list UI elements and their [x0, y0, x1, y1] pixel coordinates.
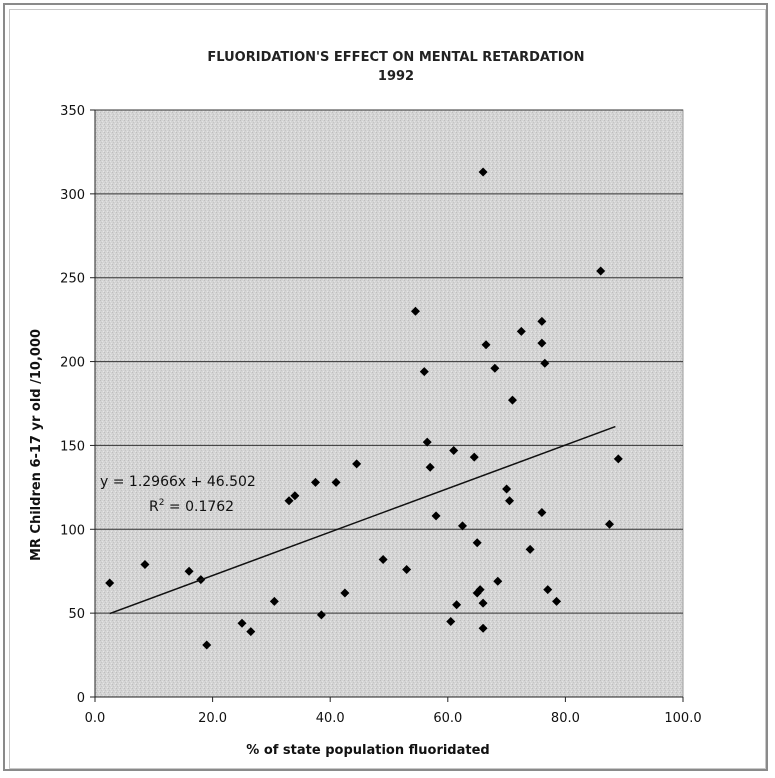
data-point [469, 452, 479, 462]
x-tick-label: 100.0 [664, 711, 701, 726]
data-point [449, 445, 459, 455]
data-point [446, 617, 456, 627]
data-point [493, 576, 503, 586]
y-axis-ticks: 0 50 100 150 200 250 300 350 [60, 104, 95, 706]
data-point [613, 454, 623, 464]
data-point [340, 588, 350, 598]
axes [94, 110, 683, 698]
data-point [540, 358, 550, 368]
data-point [311, 477, 320, 487]
data-point [237, 618, 247, 628]
data-point [502, 484, 512, 494]
data-point [481, 340, 491, 350]
y-tick-label: 0 [77, 691, 85, 706]
data-point [202, 640, 212, 650]
chart-area-border [9, 9, 766, 769]
x-tick-label: 80.0 [551, 711, 580, 726]
y-tick-label: 200 [60, 356, 85, 371]
data-point [425, 462, 435, 472]
data-point [419, 367, 429, 377]
x-axis-label: % of state population fluoridated [246, 743, 489, 758]
data-point [331, 477, 341, 487]
data-point [537, 508, 547, 518]
data-point [543, 585, 553, 595]
data-point [507, 395, 517, 405]
data-point [290, 491, 300, 501]
data-point [316, 610, 326, 620]
data-point [605, 519, 614, 529]
data-point [475, 585, 485, 595]
data-point [402, 565, 412, 575]
y-tick-label: 250 [60, 272, 85, 287]
data-point [537, 316, 547, 326]
chart-subtitle: 1992 [378, 69, 414, 84]
data-point [378, 554, 388, 564]
x-axis-ticks: 0.0 20.0 40.0 60.0 80.0 100.0 [85, 697, 702, 726]
data-point [105, 578, 115, 588]
data-points [105, 167, 623, 650]
data-point [478, 598, 488, 608]
y-axis-label: MR Children 6-17 yr old /10,000 [29, 329, 44, 561]
y-tick-label: 300 [60, 188, 85, 203]
x-tick-label: 60.0 [433, 711, 462, 726]
data-point [552, 596, 562, 606]
y-tick-label: 150 [60, 439, 85, 454]
plot-area [94, 109, 684, 698]
data-point [596, 266, 606, 276]
x-tick-label: 0.0 [85, 711, 106, 726]
y-tick-label: 50 [68, 607, 85, 622]
data-point [284, 496, 294, 506]
x-tick-label: 40.0 [316, 711, 345, 726]
data-point [410, 306, 420, 316]
trendline-equation: y = 1.2966x + 46.502 [100, 474, 256, 490]
y-tick-label: 350 [60, 104, 85, 119]
data-point [458, 521, 467, 531]
r-squared-label: R2 = 0.1762 [149, 498, 234, 515]
y-tick-label: 100 [60, 523, 85, 538]
gridlines [95, 109, 683, 614]
data-point [269, 596, 279, 606]
chart-title: FLUORIDATION'S EFFECT ON MENTAL RETARDAT… [207, 50, 584, 65]
data-point [505, 496, 515, 506]
data-point [140, 560, 150, 570]
data-point [478, 167, 488, 177]
trendline [109, 425, 616, 615]
data-point [525, 544, 535, 554]
data-point [246, 627, 256, 637]
data-point [478, 623, 488, 633]
data-point [490, 363, 500, 373]
data-point [537, 338, 547, 348]
data-point [472, 538, 482, 548]
data-point [422, 437, 432, 447]
data-point [431, 511, 441, 521]
x-tick-label: 20.0 [198, 711, 227, 726]
data-point [452, 600, 462, 610]
data-point [184, 566, 194, 576]
data-point [352, 459, 362, 469]
data-point [516, 326, 526, 336]
